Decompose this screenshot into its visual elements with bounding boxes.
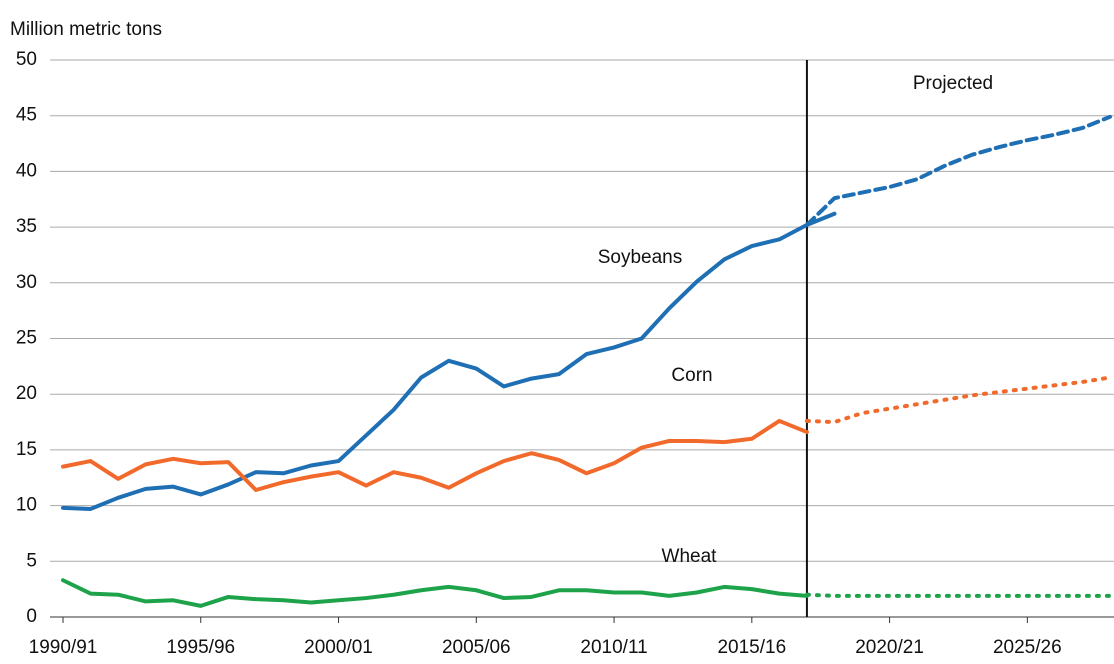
projection-line <box>804 375 1112 425</box>
y-axis-label: Million metric tons <box>10 19 162 40</box>
projection-line <box>804 114 1112 227</box>
y-tick-label: 50 <box>16 49 37 70</box>
y-tick-label: 35 <box>16 216 37 237</box>
projection-line <box>804 592 1112 598</box>
x-tick-label: 2020/21 <box>855 637 924 658</box>
y-tick-label: 25 <box>16 328 37 349</box>
series-line <box>61 418 809 493</box>
y-tick-label: 10 <box>16 495 37 516</box>
y-tick-label: 45 <box>16 105 37 126</box>
x-tick-label: 2000/01 <box>304 637 373 658</box>
y-tick-label: 20 <box>16 383 37 404</box>
x-tick-label: 2010/11 <box>580 637 647 658</box>
y-tick-label: 15 <box>16 439 37 460</box>
x-tick-label: 2005/06 <box>442 637 511 658</box>
x-tick-label: 1990/91 <box>29 637 98 658</box>
y-tick-label: 0 <box>26 606 37 627</box>
x-tick-label: 2025/26 <box>993 637 1062 658</box>
series-label: Corn <box>671 365 712 386</box>
x-tick-label: 2015/16 <box>717 637 786 658</box>
x-tick-label: 1995/96 <box>166 637 235 658</box>
series-label: Wheat <box>662 546 718 567</box>
y-tick-label: 30 <box>16 272 37 293</box>
series-line <box>61 578 809 608</box>
y-tick-label: 40 <box>16 160 37 181</box>
y-tick-label: 5 <box>26 550 37 571</box>
series-label: Soybeans <box>598 247 683 268</box>
divider-label: Projected <box>913 73 993 94</box>
series-line <box>61 211 837 511</box>
